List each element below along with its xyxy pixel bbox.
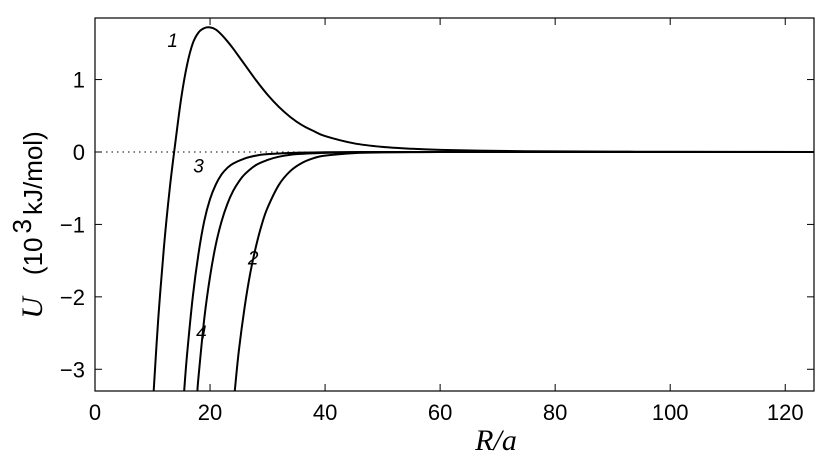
x-tick-label: 40 <box>313 400 337 425</box>
curve-label-4: 4 <box>196 323 207 344</box>
curve-3 <box>183 150 814 392</box>
y-axis-symbol: U <box>16 295 49 319</box>
curves <box>152 26 815 392</box>
curve-label-3: 3 <box>193 156 204 177</box>
y-axis-unit-exponent: 3 <box>7 219 37 233</box>
curve-4 <box>196 150 815 392</box>
curve-1 <box>152 26 815 392</box>
x-axis-label: R/a <box>474 424 517 457</box>
x-tick-label: 0 <box>89 400 101 425</box>
tick-labels: 0 20 40 60 80 100 120 −3 −2 −1 0 1 <box>60 68 804 425</box>
y-axis-unit-open: (10 <box>18 238 48 276</box>
curve-2 <box>233 150 814 392</box>
plot-frame <box>94 17 815 392</box>
y-tick-label: 1 <box>73 68 85 93</box>
y-axis-unit-rest: kJ/mol) <box>18 131 48 215</box>
y-axis-label: U (10 3 kJ/mol) <box>7 131 49 319</box>
y-tick-label: −1 <box>60 212 85 237</box>
x-tick-label: 100 <box>652 400 689 425</box>
y-tick-label: −2 <box>60 285 85 310</box>
x-tick-label: 120 <box>767 400 804 425</box>
x-tick-label: 60 <box>428 400 452 425</box>
x-tick-label: 20 <box>198 400 222 425</box>
y-tick-label: 0 <box>73 140 85 165</box>
curve-labels: 1 2 3 4 <box>167 31 259 344</box>
plot-area <box>94 17 815 392</box>
curve-label-1: 1 <box>167 31 178 52</box>
x-tick-label: 80 <box>543 400 567 425</box>
y-tick-label: −3 <box>60 357 85 382</box>
curve-label-2: 2 <box>247 248 259 269</box>
